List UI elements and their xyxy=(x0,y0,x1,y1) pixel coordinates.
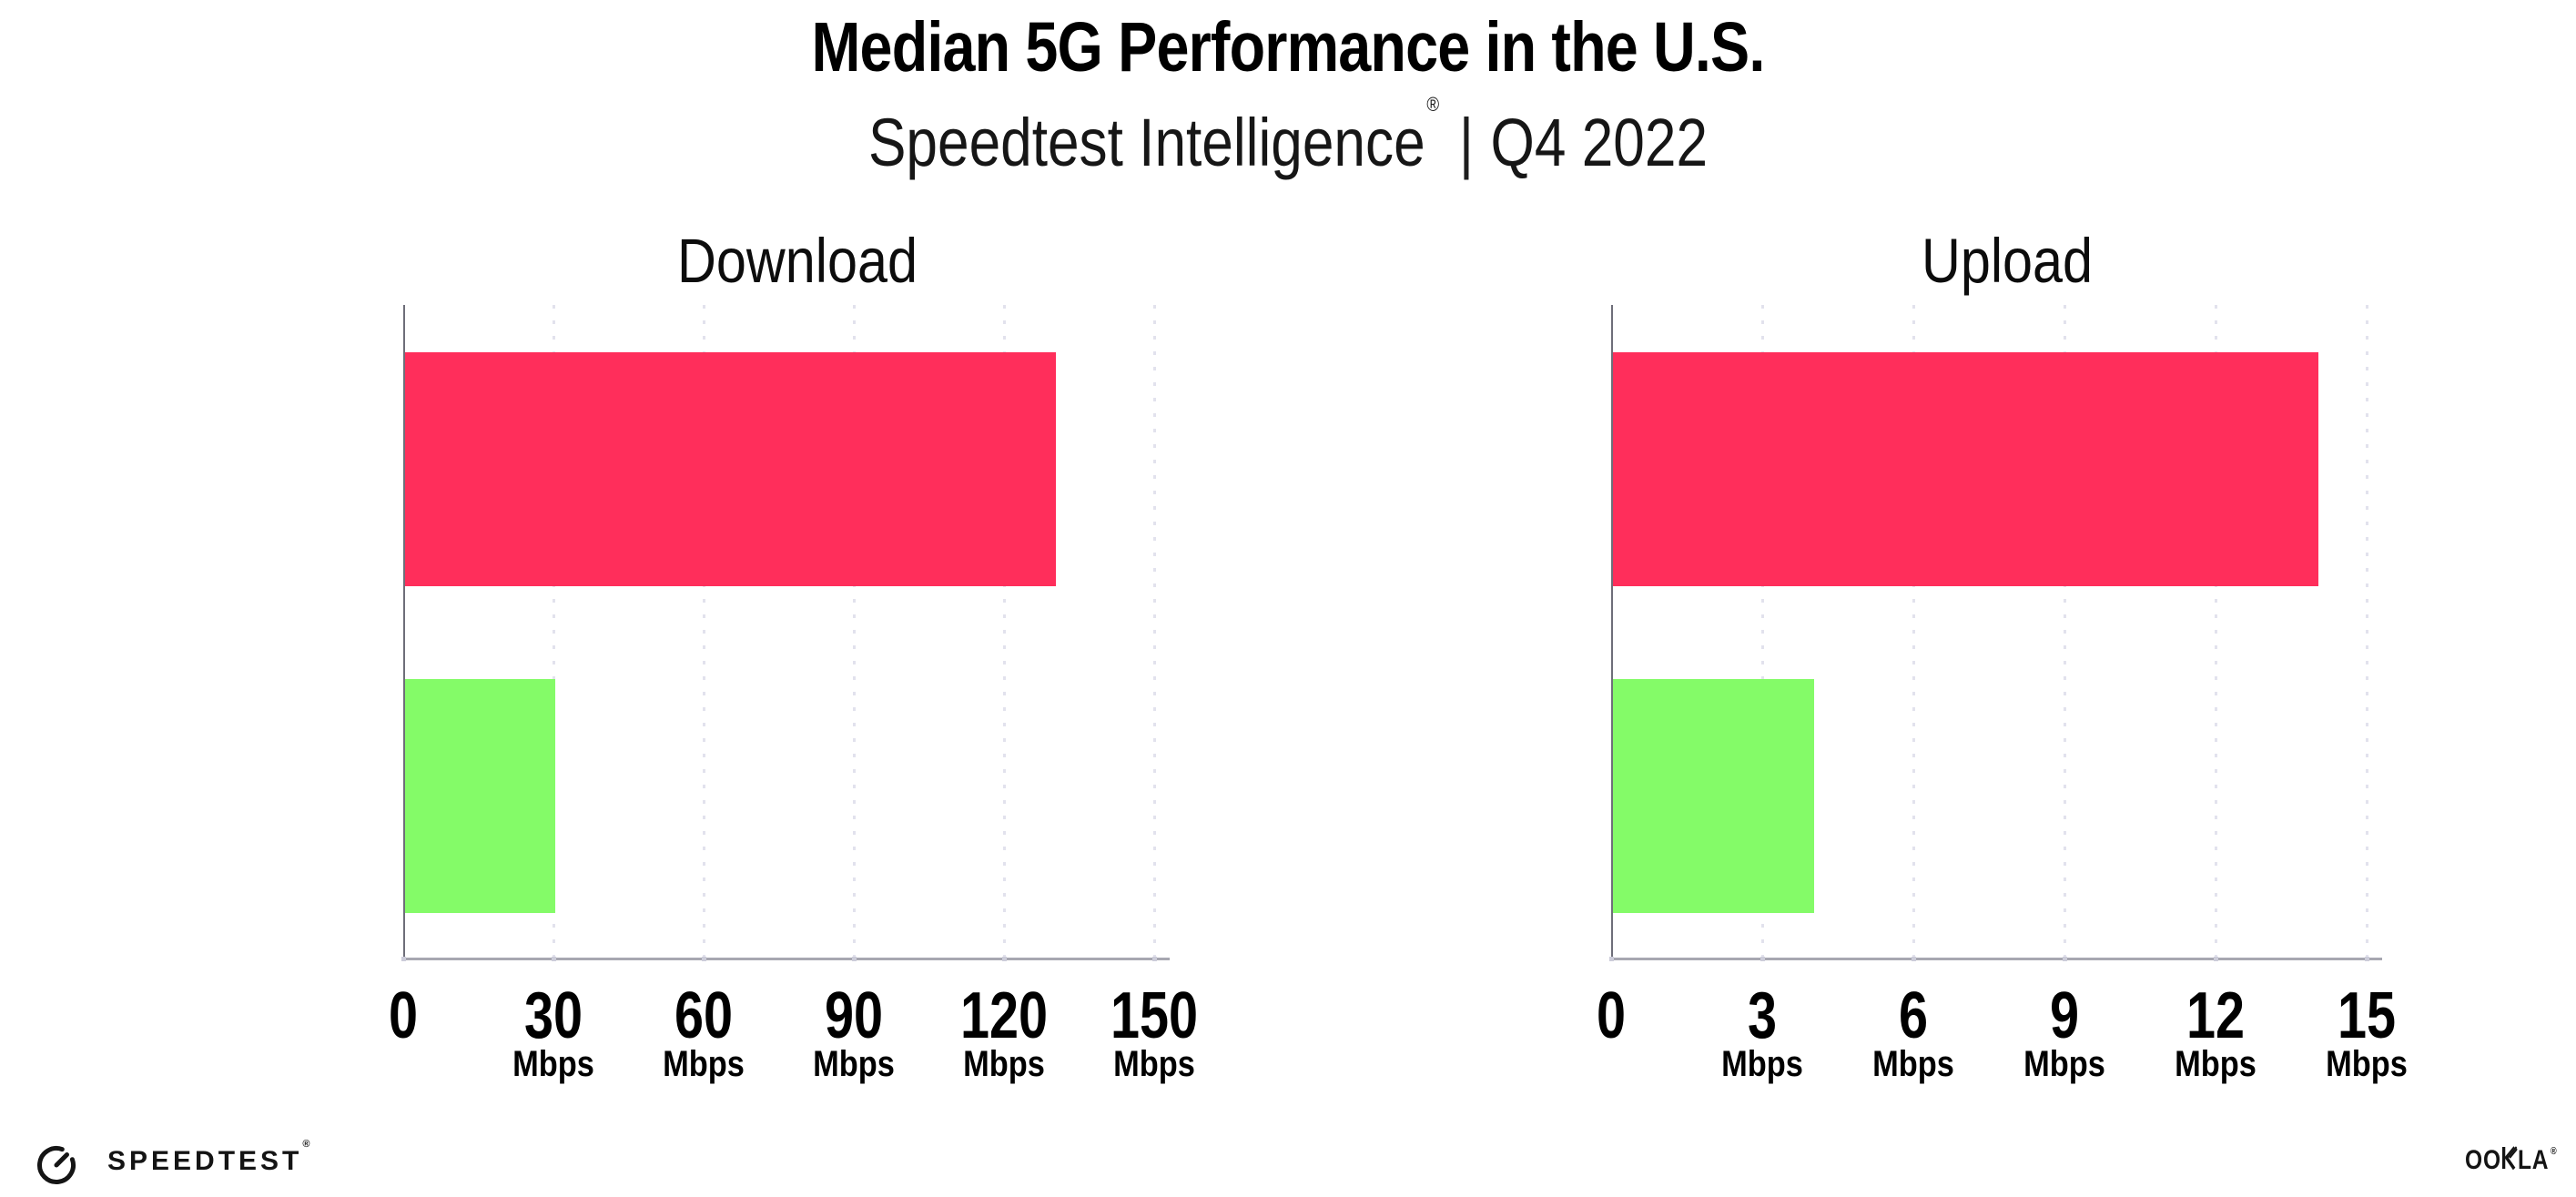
download-axis-tick-0 xyxy=(401,957,406,961)
gridline-60 xyxy=(703,305,705,958)
ookla-wordmark-post: LA xyxy=(2517,1145,2550,1175)
speedtest-gauge-icon xyxy=(35,1143,78,1187)
upload-tick-unit-6: Mbps xyxy=(1872,1044,1954,1084)
bar-4g-lte-upload xyxy=(1613,679,1814,913)
upload-tick-unit-3: Mbps xyxy=(1721,1044,1803,1084)
download-chart-title: Download xyxy=(676,226,918,296)
gridline-3 xyxy=(1761,305,1764,958)
download-tick-unit-150: Mbps xyxy=(1113,1044,1195,1084)
speedtest-wordmark: SPEEDTEST® xyxy=(107,1140,309,1176)
gridline-120 xyxy=(1003,305,1006,958)
download-tick-label-90: 90 xyxy=(824,979,884,1052)
gridline-30 xyxy=(553,305,555,958)
upload-axis-tick-6 xyxy=(1912,957,1916,961)
gridline-150 xyxy=(1153,305,1156,958)
download-tick-unit-60: Mbps xyxy=(663,1044,745,1084)
download-tick-unit-120: Mbps xyxy=(963,1044,1045,1084)
download-tick-label-150: 150 xyxy=(1110,979,1199,1052)
upload-tick-label-12: 12 xyxy=(2186,979,2246,1052)
upload-axis-tick-3 xyxy=(1760,957,1765,961)
speedtest-wordmark-text: SPEEDTEST xyxy=(107,1146,303,1176)
upload-axis-tick-12 xyxy=(2214,957,2218,961)
upload-y-axis-spine xyxy=(1611,305,1613,958)
download-tick-label-30: 30 xyxy=(523,979,583,1052)
ookla-registered-mark: ® xyxy=(2551,1145,2558,1157)
bar-4g-lte-download xyxy=(405,679,555,913)
download-tick-label-120: 120 xyxy=(959,979,1049,1052)
download-axis-tick-60 xyxy=(702,957,706,961)
upload-axis-tick-9 xyxy=(2063,957,2067,961)
upload-axis-tick-15 xyxy=(2365,957,2369,961)
download-tick-unit-90: Mbps xyxy=(813,1044,895,1084)
download-axis-tick-120 xyxy=(1002,957,1007,961)
download-axis-tick-30 xyxy=(552,957,556,961)
gridline-12 xyxy=(2215,305,2217,958)
download-tick-unit-30: Mbps xyxy=(512,1044,594,1084)
upload-tick-label-0: 0 xyxy=(1596,979,1627,1052)
upload-tick-unit-9: Mbps xyxy=(2023,1044,2105,1084)
download-x-axis-line xyxy=(402,958,1170,960)
ookla-wordmark-pre: OO xyxy=(2465,1145,2501,1175)
upload-tick-label-6: 6 xyxy=(1898,979,1929,1052)
page-title: Median 5G Performance in the U.S. xyxy=(811,8,1766,86)
bar-5g-download xyxy=(405,352,1056,586)
upload-tick-label-9: 9 xyxy=(2049,979,2080,1052)
gridline-6 xyxy=(1912,305,1915,958)
subtitle-brand: Speedtest Intelligence xyxy=(867,105,1425,180)
bar-5g-upload xyxy=(1613,352,2318,586)
speedtest-registered-mark: ® xyxy=(302,1139,310,1150)
registered-mark: ® xyxy=(1426,92,1440,116)
download-tick-label-0: 0 xyxy=(388,979,419,1052)
download-y-axis-spine xyxy=(403,305,405,958)
page-subtitle: Speedtest Intelligence® | Q4 2022 xyxy=(868,94,1708,177)
ookla-wordmark: OO LA ® xyxy=(2465,1146,2558,1175)
gridline-90 xyxy=(853,305,856,958)
download-tick-label-60: 60 xyxy=(674,979,734,1052)
upload-tick-label-3: 3 xyxy=(1747,979,1778,1052)
gridline-15 xyxy=(2366,305,2368,958)
upload-chart-title: Upload xyxy=(1921,226,2094,296)
ookla-stylized-k-icon xyxy=(2501,1146,2518,1175)
upload-x-axis-line xyxy=(1610,958,2382,960)
upload-tick-unit-15: Mbps xyxy=(2326,1044,2408,1084)
download-axis-tick-150 xyxy=(1152,957,1157,961)
download-axis-tick-90 xyxy=(852,957,857,961)
upload-axis-tick-0 xyxy=(1609,957,1614,961)
gridline-9 xyxy=(2064,305,2066,958)
upload-tick-unit-12: Mbps xyxy=(2175,1044,2257,1084)
subtitle-period: Q4 2022 xyxy=(1490,105,1709,180)
subtitle-separator: | xyxy=(1458,105,1475,180)
upload-tick-label-15: 15 xyxy=(2337,979,2397,1052)
